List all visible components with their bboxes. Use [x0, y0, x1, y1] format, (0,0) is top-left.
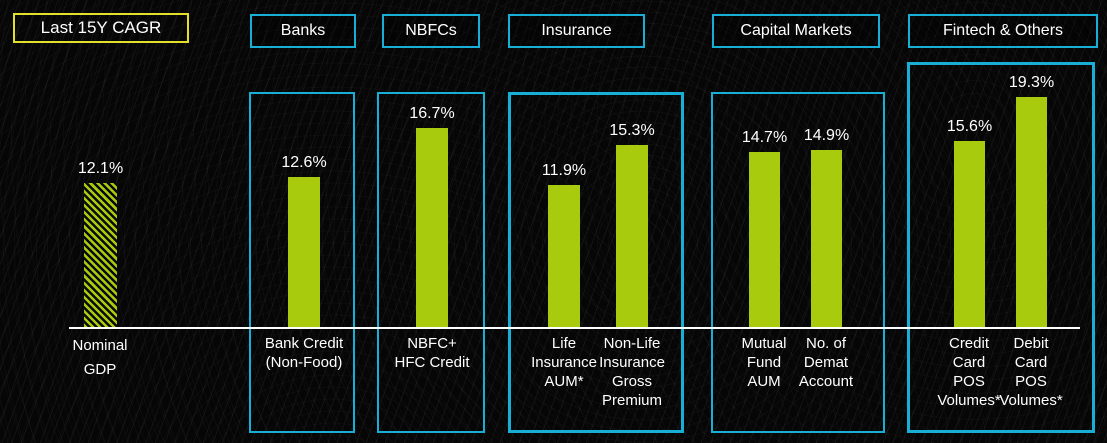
section-header-fintech-others: Fintech & Others	[908, 14, 1098, 48]
bar-mutual-fund-aum: 14.7%	[742, 129, 787, 327]
bar-value-label: 16.7%	[409, 105, 455, 122]
bar-value-label: 12.1%	[77, 160, 124, 177]
bar-bank-credit: 12.6%	[281, 154, 327, 327]
group-outline-fintech-others	[907, 62, 1095, 433]
axis-label-debit-card-pos: Debit Card POS Volumes*	[999, 335, 1063, 409]
section-header-insurance: Insurance	[508, 14, 645, 48]
section-header-label: Capital Markets	[740, 22, 852, 39]
bar-life-insurance-aum: 11.9%	[542, 162, 586, 327]
section-header-capital-markets: Capital Markets	[712, 14, 880, 48]
bar-nominal-gdp: 12.1%	[78, 160, 123, 327]
bar-debit-card-pos: 19.3%	[1009, 74, 1054, 327]
bar-nonlife-insurance-premium: 15.3%	[609, 122, 655, 327]
bar-value-label: 11.9%	[541, 162, 587, 179]
axis-label-mutual-fund-aum: Mutual Fund AUM	[741, 335, 787, 390]
bar-nbfc-hfc-credit: 16.7%	[409, 105, 455, 327]
axis-label-credit-card-pos: Credit Card POS Volumes*	[937, 335, 1001, 409]
axis-label-demat-accounts: No. of Demat Account	[798, 335, 854, 390]
section-header-label: Banks	[280, 22, 326, 39]
bar-credit-card-pos: 15.6%	[947, 118, 992, 327]
section-header-label: Fintech & Others	[942, 22, 1064, 39]
section-header-banks: Banks	[250, 14, 356, 48]
axis-label-nominal-gdp: Nominal GDP	[72, 337, 128, 378]
section-header-label: Insurance	[541, 22, 612, 39]
bar-value-label: 14.7%	[741, 129, 788, 146]
bar-demat-accounts: 14.9%	[804, 127, 849, 327]
bar-value-label: 14.9%	[803, 127, 850, 144]
group-outline-insurance	[508, 92, 684, 433]
chart-title-box: Last 15Y CAGR	[13, 13, 189, 43]
section-header-label: NBFCs	[405, 22, 457, 39]
group-outline-banks	[249, 92, 355, 433]
axis-label-nbfc-hfc-credit: NBFC+ HFC Credit	[394, 335, 470, 371]
bar-value-label: 12.6%	[281, 154, 327, 171]
group-outline-capital-markets	[711, 92, 885, 433]
axis-label-life-insurance-aum: Life Insurance AUM*	[531, 335, 597, 390]
axis-label-nonlife-insurance-premium: Non-Life Insurance Gross Premium	[599, 335, 665, 409]
bar-value-label: 19.3%	[1008, 74, 1055, 91]
section-header-nbfcs: NBFCs	[382, 14, 480, 48]
axis-label-bank-credit: Bank Credit (Non-Food)	[264, 335, 344, 371]
x-axis-line	[69, 327, 1080, 329]
chart-title: Last 15Y CAGR	[40, 18, 162, 37]
group-outline-nbfcs	[377, 92, 485, 433]
bar-value-label: 15.6%	[946, 118, 993, 135]
bar-value-label: 15.3%	[609, 122, 655, 139]
